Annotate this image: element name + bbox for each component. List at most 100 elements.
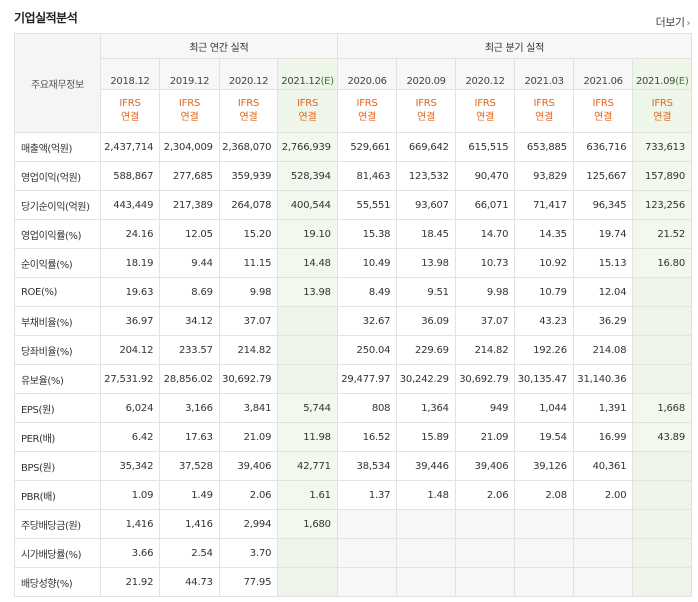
table-cell: 35,342 [99,451,161,481]
table-cell: 1.49 [159,480,220,510]
table-cell: 37.07 [454,306,516,336]
table-cell: 30,692.79 [218,364,279,394]
table-cell: 27,531.92 [99,364,161,394]
table-cell: 15.89 [396,422,456,452]
table-cell: 217,389 [159,190,220,220]
table-cell: 1.61 [277,480,338,510]
table-cell: 11.15 [218,248,279,278]
table-cell: 529,661 [336,132,398,162]
table-cell: 615,515 [454,132,516,162]
table-cell: 18.19 [99,248,161,278]
table-cell: 19.74 [572,219,634,249]
table-cell [277,335,338,365]
period-header: 2021.09(E) [632,58,692,90]
table-cell [396,538,456,568]
table-cell: 192.26 [514,335,574,365]
accounting-standard-cell: IFRS 연결 [159,89,220,133]
period-label: 2021.06 [583,76,623,87]
table-cell: 5,744 [277,393,338,423]
table-cell: 32.67 [336,306,398,336]
row-label: ROE(%) [14,277,101,307]
table-cell: 19.63 [99,277,161,307]
table-cell: 1,044 [514,393,574,423]
table-cell: 43.89 [632,422,692,452]
period-label: 2020.12 [228,76,269,87]
accounting-standard-cell: IFRS 연결 [336,89,398,133]
row-label: 매출액(억원) [14,132,101,162]
more-label: 더보기 [655,16,685,29]
table-cell: 18.45 [396,219,456,249]
row-label: 유보율(%) [14,364,101,394]
period-label: 2019.12 [169,76,210,87]
table-cell: 157,890 [632,161,692,191]
table-cell: 3,166 [159,393,220,423]
period-label: 2020.09 [406,76,446,87]
basis-label: 연결 [653,112,672,123]
basis-label: 연결 [594,112,613,123]
table-cell: 2,368,070 [218,132,279,162]
row-label: 당좌비율(%) [14,335,101,365]
accounting-label: IFRS [533,98,555,109]
table-cell: 2.06 [454,480,516,510]
accounting-label: IFRS [119,98,141,109]
table-cell: 55,551 [336,190,398,220]
accounting-label: IFRS [474,98,496,109]
table-cell [336,509,398,539]
financial-table: 주요재무정보 최근 연간 실적 최근 분기 실적 2018.12 2019.12 2… [14,33,693,597]
period-header: 2019.12 [159,58,220,90]
table-cell: 10.49 [336,248,398,278]
table-cell [336,567,398,597]
table-cell: 400,544 [277,190,338,220]
table-cell [277,567,338,597]
table-row: 부채비율(%) 36.97 34.12 37.07 32.67 36.09 37.07 43.… [14,306,692,336]
accounting-label: IFRS [237,98,260,109]
accounting-label: IFRS [415,98,437,109]
table-cell: 123,256 [632,190,692,220]
table-cell: 66,071 [454,190,516,220]
table-cell: 36.97 [99,306,161,336]
table-cell [514,567,574,597]
row-label: EPS(원) [14,393,101,423]
table-cell: 93,829 [514,161,574,191]
table-cell: 6,024 [99,393,161,423]
table-cell: 6.42 [99,422,161,452]
section-title: 기업실적분석 [14,11,78,25]
table-row: EPS(원) 6,024 3,166 3,841 5,744 808 1,364 949 1,0… [14,393,692,423]
table-cell: 38,534 [336,451,398,481]
table-cell: 14.35 [514,219,574,249]
row-label: 순이익률(%) [14,248,101,278]
more-link[interactable]: 더보기 › [655,14,691,30]
table-cell [336,538,398,568]
basis-label: 연결 [417,112,436,123]
accounting-label: IFRS [356,98,378,109]
table-cell: 264,078 [218,190,279,220]
period-label: 2020.12 [465,76,505,87]
table-cell [632,335,692,365]
table-cell: 29,477.97 [336,364,398,394]
table-body: 매출액(억원) 2,437,714 2,304,009 2,368,070 2,766,… [14,132,692,597]
table-cell [572,567,634,597]
table-cell [277,306,338,336]
period-label: 2021.12 [281,76,321,87]
table-cell: 14.70 [454,219,516,249]
table-cell [454,509,516,539]
table-cell [572,538,634,568]
table-cell: 2.00 [572,480,634,510]
row-label: 주당배당금(원) [14,509,101,539]
table-cell: 2,994 [218,509,279,539]
table-row: PBR(배) 1.09 1.49 2.06 1.61 1.37 1.48 2.06 2.08 2.… [14,480,692,510]
table-cell: 42,771 [277,451,338,481]
period-label: 2021.09 [635,76,676,87]
chevron-right-icon: › [686,18,691,29]
row-label: 당기순이익(억원) [14,190,101,220]
table-cell: 3.70 [218,538,279,568]
table-cell: 40,361 [572,451,634,481]
table-cell [632,538,692,568]
period-header: 2020.09 [396,58,456,90]
table-cell: 14.48 [277,248,338,278]
table-cell: 9.44 [159,248,220,278]
table-cell: 1.48 [396,480,456,510]
table-cell: 44.73 [159,567,220,597]
table-cell: 30,692.79 [454,364,516,394]
table-cell: 653,885 [514,132,574,162]
